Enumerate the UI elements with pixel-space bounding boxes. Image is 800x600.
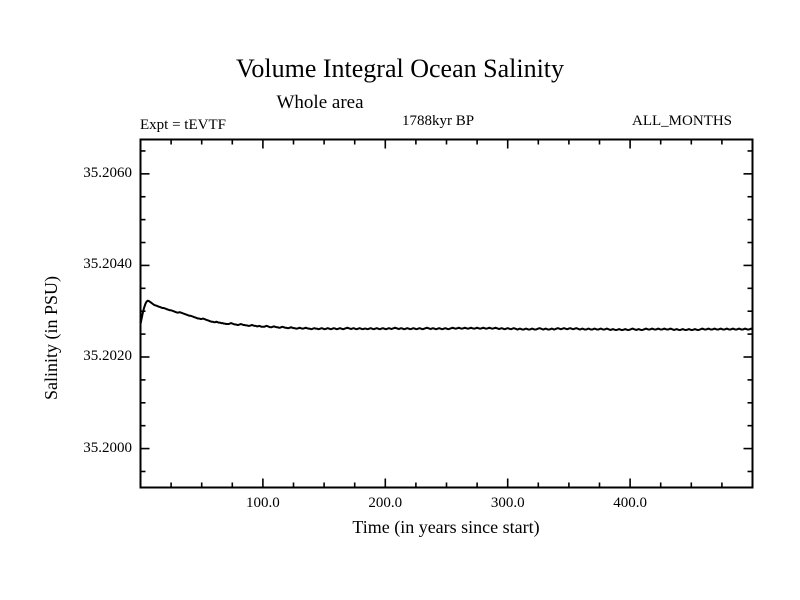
x-axis-tick-labels: 100.0 200.0 300.0 400.0	[0, 495, 800, 519]
x-tick-label: 400.0	[613, 495, 647, 511]
y-tick-label: 35.2060	[83, 164, 132, 181]
x-tick-label: 100.0	[246, 495, 280, 511]
x-axis-title: Time (in years since start)	[352, 517, 540, 537]
header-experiment-label: Expt = tEVTF	[140, 117, 226, 133]
x-tick-label: 200.0	[368, 495, 403, 511]
plot-frame	[139, 138, 754, 489]
y-tick-label: 35.2020	[83, 348, 132, 364]
y-tick-label: 35.2040	[83, 256, 132, 273]
chart-title: Volume Integral Ocean Salinity	[235, 54, 565, 83]
y-tick-label: 35.2000	[83, 439, 132, 456]
chart-subtitle: Whole area	[276, 92, 364, 113]
axis-ticks	[139, 139, 754, 488]
data-series-line	[139, 299, 754, 331]
header-months-label: ALL_MONTHS	[632, 113, 732, 129]
header-epoch-label: 1788kyr BP	[402, 113, 475, 129]
y-axis-tick-labels: 35.2000 35.2020 35.2040 35.2060	[48, 0, 132, 600]
x-tick-label: 300.0	[490, 495, 525, 511]
